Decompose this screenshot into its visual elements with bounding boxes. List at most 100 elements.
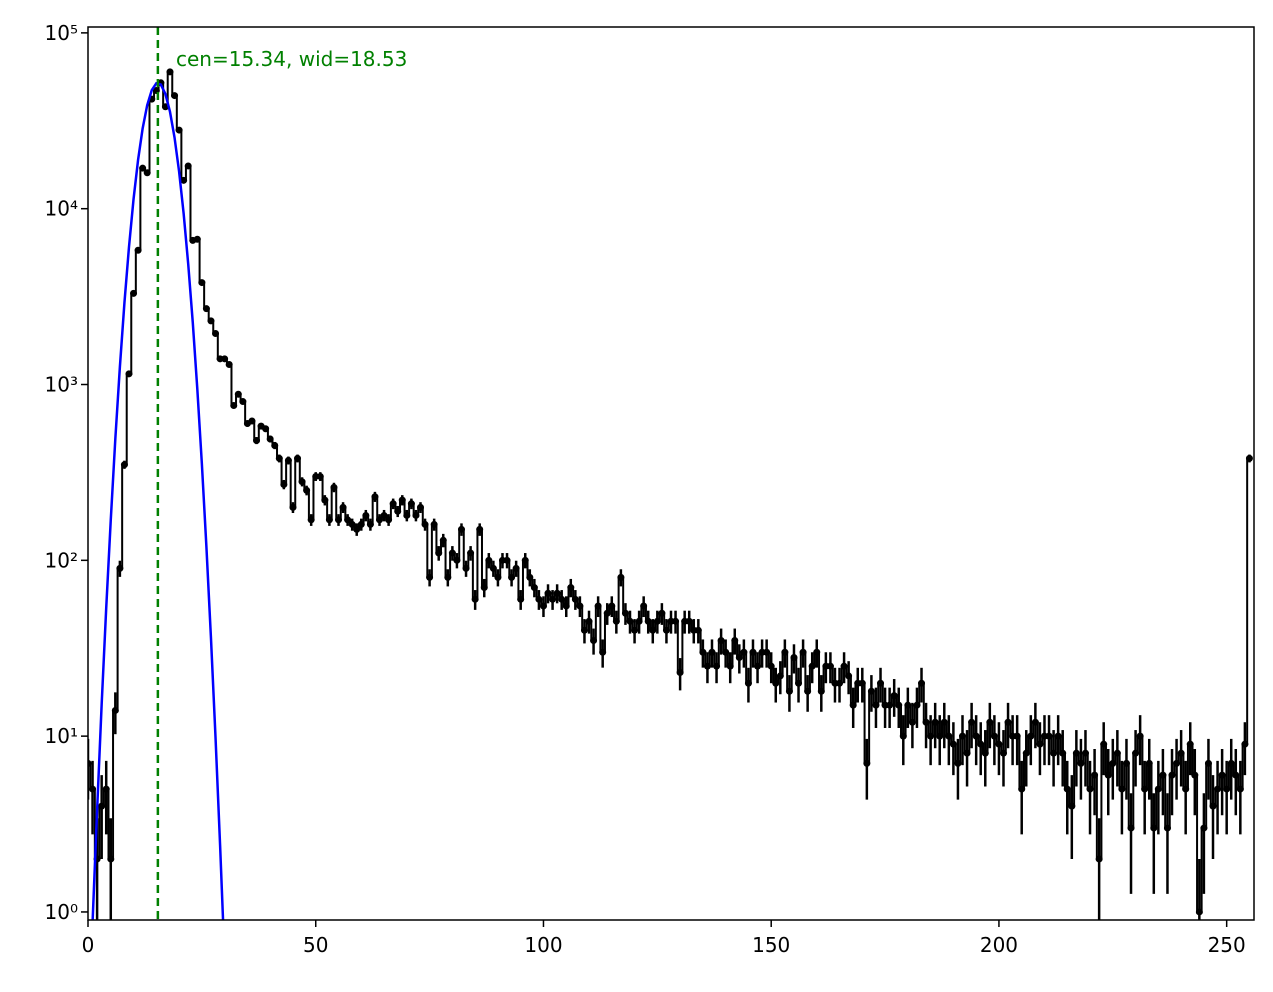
data-point [849, 701, 857, 709]
data-point [826, 662, 834, 670]
data-point [936, 732, 944, 740]
data-point [316, 472, 324, 480]
data-point [995, 740, 1003, 748]
data-point [357, 520, 365, 528]
data-point [649, 626, 657, 634]
x-tick-label: 250 [1208, 933, 1246, 957]
data-point [804, 687, 812, 695]
data-point [895, 701, 903, 709]
data-point [184, 162, 192, 170]
data-point [945, 732, 953, 740]
data-point [1063, 785, 1071, 793]
data-point [212, 330, 220, 338]
data-point [134, 246, 142, 254]
data-point [130, 289, 138, 297]
data-point [731, 636, 739, 644]
data-point [453, 556, 461, 564]
data-point [476, 525, 484, 533]
data-point [430, 520, 438, 528]
data-point [694, 626, 702, 634]
data-point [1013, 732, 1021, 740]
data-point [590, 636, 598, 644]
data-point [781, 648, 789, 656]
data-point [421, 520, 429, 528]
data-point [412, 511, 420, 519]
y-tick-label: 10¹ [45, 724, 78, 748]
data-point [767, 662, 775, 670]
data-point [599, 648, 607, 656]
data-point [662, 626, 670, 634]
data-point [603, 609, 611, 617]
data-point [776, 672, 784, 680]
data-point [1132, 749, 1140, 757]
data-point [1036, 740, 1044, 748]
data-point [858, 679, 866, 687]
data-point [621, 609, 629, 617]
data-point [394, 507, 402, 515]
data-point [626, 617, 634, 625]
data-point [740, 648, 748, 656]
x-tick-label: 200 [980, 933, 1018, 957]
data-point [1027, 732, 1035, 740]
data-point [98, 802, 106, 810]
data-point [635, 617, 643, 625]
data-point [763, 648, 771, 656]
data-point [558, 595, 566, 603]
data-point [735, 654, 743, 662]
data-point [1077, 759, 1085, 767]
data-point [1095, 855, 1103, 863]
y-tick-label: 10⁰ [45, 900, 78, 924]
data-point [999, 749, 1007, 757]
data-point [799, 648, 807, 656]
data-point [949, 740, 957, 748]
data-point [471, 595, 479, 603]
data-point [658, 609, 666, 617]
data-point [963, 749, 971, 757]
data-point [489, 564, 497, 572]
data-point [1227, 759, 1235, 767]
y-tick-label: 10⁵ [45, 21, 78, 45]
data-point [703, 662, 711, 670]
data-point [922, 718, 930, 726]
data-point [927, 732, 935, 740]
data-point [230, 401, 238, 409]
data-point [644, 617, 652, 625]
data-point [526, 573, 534, 581]
data-point [836, 679, 844, 687]
x-tick-label: 0 [82, 933, 95, 957]
data-point [1218, 771, 1226, 779]
data-point [544, 589, 552, 597]
data-point [1113, 749, 1121, 757]
data-point [877, 679, 885, 687]
data-point [444, 573, 452, 581]
data-point [863, 759, 871, 767]
data-point [321, 496, 329, 504]
data-point [1154, 785, 1162, 793]
data-point [180, 176, 188, 184]
data-point [339, 503, 347, 511]
data-point [485, 556, 493, 564]
data-point [508, 573, 516, 581]
data-point [1045, 732, 1053, 740]
data-point [221, 355, 229, 363]
data-point [193, 235, 201, 243]
data-point [571, 595, 579, 603]
data-point [120, 461, 128, 469]
data-point [416, 503, 424, 511]
data-point [1163, 824, 1171, 832]
data-point [562, 602, 570, 610]
data-point [653, 617, 661, 625]
data-point [726, 662, 734, 670]
data-point [207, 317, 215, 325]
data-point [539, 602, 547, 610]
data-point [102, 785, 110, 793]
data-point [977, 740, 985, 748]
data-point [362, 511, 370, 519]
data-point [717, 636, 725, 644]
data-point [808, 662, 816, 670]
data-point [1241, 740, 1249, 748]
data-point [457, 525, 465, 533]
data-point [467, 549, 475, 557]
data-point [1091, 771, 1099, 779]
data-point [904, 701, 912, 709]
